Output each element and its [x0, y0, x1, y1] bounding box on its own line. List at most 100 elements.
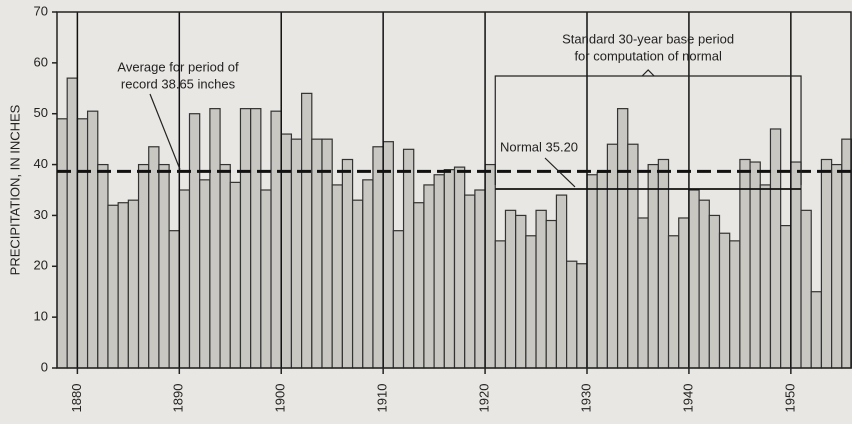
- bar: [301, 92, 313, 369]
- bar: [606, 143, 619, 369]
- bar: [158, 163, 170, 369]
- bar: [402, 148, 415, 369]
- bar: [688, 189, 700, 369]
- bar: [270, 110, 282, 369]
- bracket: [494, 75, 802, 90]
- annotation: record 38.65 inches: [121, 76, 236, 91]
- bar: [127, 199, 140, 369]
- x-tick-label: 1920: [477, 384, 492, 413]
- bar: [596, 171, 608, 369]
- x-tick-label: 1940: [680, 384, 695, 413]
- bar: [56, 118, 68, 369]
- bar: [484, 163, 496, 369]
- bar: [698, 199, 710, 369]
- annotation-leader: [149, 93, 181, 170]
- annotation: Normal 35.20: [500, 139, 578, 154]
- bar: [311, 138, 323, 369]
- bar: [657, 158, 670, 369]
- bar: [66, 77, 78, 369]
- bar: [168, 230, 180, 369]
- annotation-leader: [544, 157, 576, 188]
- bar: [474, 189, 486, 369]
- bar: [637, 217, 649, 369]
- bar: [199, 179, 211, 369]
- bar: [586, 174, 598, 369]
- bar: [188, 113, 201, 369]
- bar: [321, 138, 333, 369]
- bar: [137, 163, 150, 369]
- y-axis-label: PRECIPITATION, IN INCHES: [7, 104, 22, 275]
- bar: [97, 163, 109, 369]
- bar: [810, 291, 823, 369]
- bar: [178, 189, 191, 369]
- bar: [759, 184, 772, 369]
- y-tick-label: 30: [34, 207, 48, 222]
- bracket: [641, 69, 655, 77]
- bar: [780, 225, 792, 369]
- bar: [229, 181, 242, 369]
- bar: [76, 118, 89, 369]
- y-tick-label: 20: [34, 258, 48, 273]
- x-tick-label: 1900: [273, 384, 288, 413]
- plot-frame: [56, 11, 852, 369]
- bar: [209, 108, 221, 369]
- bar: [708, 214, 721, 369]
- bar: [423, 184, 435, 369]
- bar: [351, 199, 364, 369]
- bar: [433, 174, 445, 369]
- y-tick-label: 60: [34, 54, 48, 69]
- bar: [667, 235, 680, 369]
- bar: [800, 209, 812, 369]
- x-tick-label: 1890: [171, 384, 186, 413]
- bar: [545, 219, 558, 369]
- bar: [504, 209, 517, 369]
- bar: [729, 240, 741, 369]
- bar: [464, 194, 476, 369]
- y-tick-label: 70: [34, 3, 48, 18]
- bar: [820, 158, 833, 369]
- bar: [525, 235, 537, 369]
- y-tick-label: 40: [34, 156, 48, 171]
- bar: [280, 133, 293, 369]
- bar: [566, 260, 578, 369]
- bar: [576, 263, 588, 369]
- bar: [239, 108, 252, 369]
- bar: [494, 240, 507, 369]
- y-tick-label: 0: [41, 359, 48, 374]
- bar: [413, 202, 425, 369]
- bar: [515, 214, 527, 369]
- x-tick-label: 1910: [375, 384, 390, 413]
- bar: [148, 146, 160, 369]
- bar: [739, 158, 751, 369]
- bar: [86, 110, 99, 369]
- x-tick-label: 1930: [578, 384, 593, 413]
- annotation: Average for period of: [117, 59, 239, 74]
- bar: [555, 194, 568, 369]
- bar: [362, 179, 374, 369]
- bar: [290, 138, 303, 369]
- bar: [718, 232, 731, 369]
- bar: [107, 204, 119, 369]
- bar: [749, 161, 761, 369]
- bar: [341, 158, 354, 369]
- bar: [831, 163, 843, 369]
- y-tick-label: 50: [34, 105, 48, 120]
- bar: [331, 184, 343, 369]
- x-tick-label: 1880: [69, 384, 84, 413]
- bar: [769, 128, 782, 369]
- bar: [250, 108, 262, 369]
- bar: [616, 108, 629, 369]
- bar: [678, 217, 690, 369]
- bar: [392, 230, 405, 369]
- bar: [443, 169, 456, 369]
- annotation: for computation of normal: [574, 48, 722, 63]
- bar: [535, 209, 547, 369]
- bar: [453, 166, 466, 369]
- bar: [117, 202, 129, 369]
- x-tick-label: 1950: [782, 384, 797, 413]
- bar: [790, 161, 802, 369]
- bar: [382, 141, 394, 369]
- bar: [260, 189, 272, 369]
- bar: [627, 143, 639, 369]
